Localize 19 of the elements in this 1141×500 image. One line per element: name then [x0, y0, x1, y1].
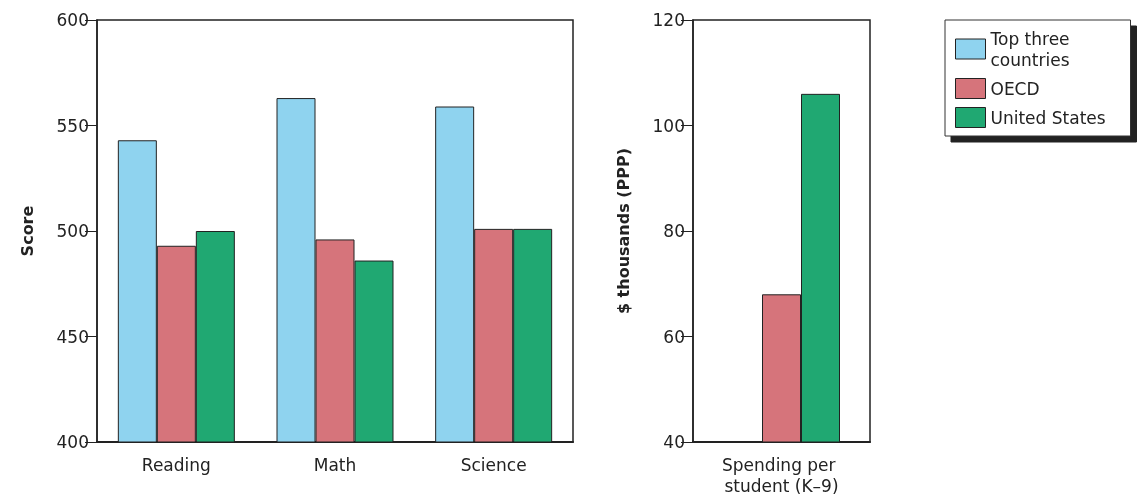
- y-tick-label: 80: [663, 221, 685, 241]
- y-axis-title: Score: [17, 205, 37, 257]
- y-tick-label: 600: [56, 10, 89, 30]
- y-tick-label: 500: [56, 221, 89, 241]
- legend-label: United States: [990, 107, 1106, 128]
- x-tick-label: Reading: [141, 454, 211, 475]
- y-tick-label: 450: [56, 326, 89, 347]
- y-tick-label: 400: [56, 432, 89, 452]
- y-tick-label: 40: [663, 432, 685, 452]
- x-tick-label: Math: [313, 454, 357, 475]
- y-axis-title: $ thousands (PPP): [613, 147, 633, 315]
- legend-label: OECD: [990, 78, 1040, 99]
- legend-label: Top three countries: [989, 28, 1075, 70]
- x-tick-label: Science: [460, 454, 527, 475]
- x-tick-label: Spending per student (K–9): [722, 454, 841, 496]
- y-tick-label: 60: [663, 326, 685, 347]
- y-tick-label: 550: [56, 115, 89, 136]
- y-tick-label: 120: [652, 10, 685, 30]
- y-tick-label: 100: [652, 115, 685, 136]
